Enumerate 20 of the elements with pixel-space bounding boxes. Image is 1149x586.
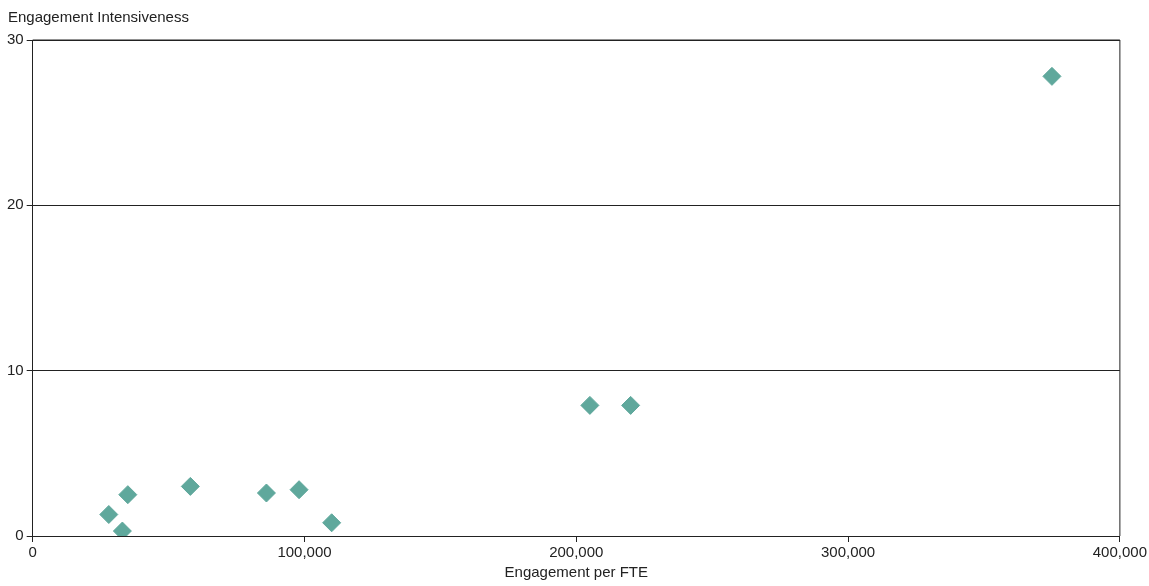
y-tick-label: 30 — [7, 30, 24, 48]
point — [580, 395, 600, 415]
x-axis-title: Engagement per FTE — [504, 563, 648, 581]
y-axis-title: Engagement Intensiveness — [8, 7, 189, 25]
y-tick-label: 10 — [7, 360, 24, 378]
y-tick-label: 20 — [7, 195, 24, 213]
point — [256, 483, 276, 503]
x-tick-label: 200,000 — [549, 543, 604, 561]
y-tick-label: 0 — [15, 526, 24, 544]
point — [99, 505, 119, 525]
x-tick-label: 0 — [28, 543, 37, 561]
x-tick-label: 300,000 — [820, 543, 876, 561]
x-tick-label: 400,000 — [1092, 543, 1148, 561]
point — [180, 476, 200, 496]
point — [621, 395, 641, 415]
point — [289, 480, 309, 500]
point — [322, 513, 342, 533]
point — [1042, 66, 1062, 86]
x-tick-label: 100,000 — [277, 543, 332, 561]
point — [118, 485, 138, 505]
